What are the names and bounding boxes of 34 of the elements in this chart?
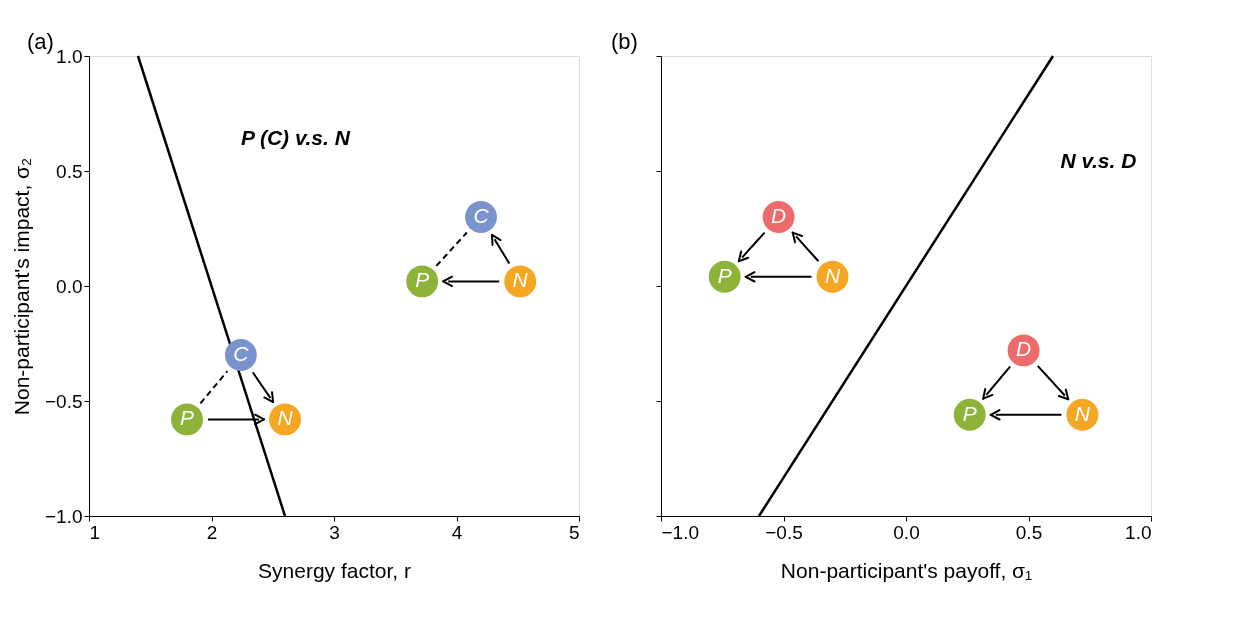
- x-axis-title: Non-participant's payoff, σ₁: [780, 558, 1033, 582]
- x-tick-label: 1.0: [1125, 521, 1152, 543]
- x-tick-label: −0.5: [765, 521, 803, 543]
- x-tick-label: 0.5: [1015, 521, 1043, 543]
- x-tick-label: −1.0: [661, 521, 700, 543]
- x-tick-label: 4: [451, 521, 463, 543]
- annotation: D: [1016, 337, 1032, 361]
- annotation: P: [179, 406, 195, 430]
- annotation: P: [962, 401, 977, 425]
- y-tick-label: −0.5: [44, 390, 83, 412]
- text: (b): [611, 29, 638, 54]
- x-tick-label: 3: [329, 521, 340, 543]
- annotation: N: [512, 268, 529, 292]
- y-tick-label: 1.0: [56, 45, 83, 67]
- y-axis-title: Non-participant's impact, σ₂: [9, 157, 33, 416]
- x-tick-label: 5: [568, 521, 580, 543]
- x-tick-label: 0.0: [893, 521, 920, 543]
- y-tick-label: 0.0: [56, 275, 83, 297]
- x-tick-label: 1: [89, 521, 101, 543]
- x-tick-label: 2: [206, 521, 218, 543]
- annotation: P: [717, 263, 732, 287]
- annotation: N: [1074, 401, 1091, 425]
- annotation: C: [473, 204, 490, 227]
- text: (a): [27, 29, 54, 54]
- y-tick-label: −1.0: [44, 505, 83, 527]
- annotation: C: [233, 342, 250, 365]
- x-axis-title: Synergy factor, r: [258, 558, 411, 582]
- y-tick-label: 0.5: [56, 160, 83, 182]
- annotation: P (C) v.s. N: [240, 125, 351, 149]
- annotation: N: [824, 263, 841, 287]
- annotation: D: [771, 204, 787, 227]
- annotation: N: [277, 406, 294, 430]
- annotation: P: [415, 268, 430, 292]
- annotation: N v.s. D: [1060, 148, 1137, 172]
